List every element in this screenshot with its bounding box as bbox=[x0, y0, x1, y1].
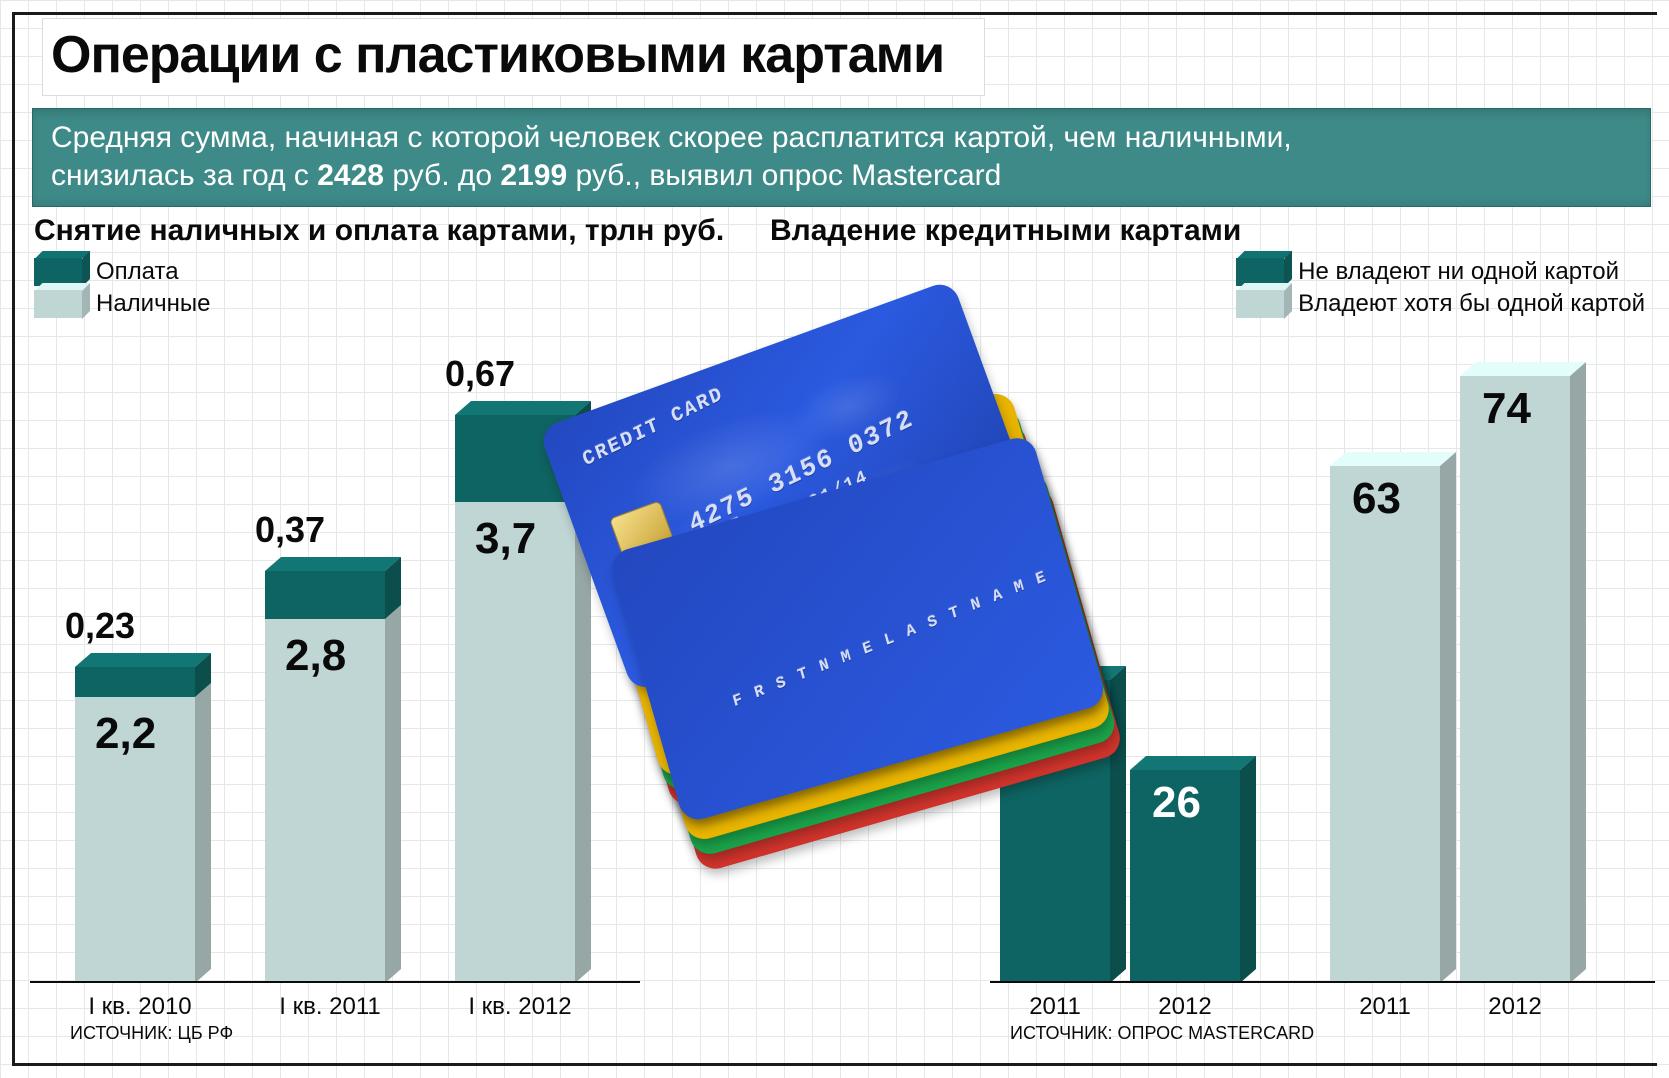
right-value-g1-0: 63 bbox=[1352, 474, 1401, 524]
credit-card-stack: CREDIT CARD 4275 3156 0372 5549 4325 01/… bbox=[531, 280, 1109, 819]
legend-label-noown: Не владеют ни одной картой bbox=[1298, 258, 1619, 286]
right-xlabel-g0-0: 2011 bbox=[1000, 993, 1110, 1021]
right-chart-title: Владение кредитными картами bbox=[770, 214, 1241, 248]
right-xlabel-g0-1: 2012 bbox=[1130, 993, 1240, 1021]
legend-swatch-payment bbox=[34, 258, 82, 286]
legend-swatch-noown bbox=[1236, 258, 1284, 286]
right-baseline bbox=[990, 981, 1655, 983]
legend-row-noown: Не владеют ни одной картой bbox=[1236, 258, 1645, 286]
right-xlabel-g1-1: 2012 bbox=[1460, 993, 1570, 1021]
page-title-box: Операции с пластиковыми картами bbox=[42, 18, 985, 96]
right-source: ИСТОЧНИК: ОПРОС MASTERCARD bbox=[1010, 1023, 1314, 1044]
right-bar-g1-1 bbox=[1460, 376, 1570, 983]
left-value-cash-2: 3,7 bbox=[475, 514, 536, 564]
subtitle-mid: руб. до bbox=[384, 159, 500, 192]
right-value-g1-1: 74 bbox=[1482, 384, 1531, 434]
left-value-payment-0: 0,23 bbox=[65, 605, 135, 647]
right-xlabel-g1-0: 2011 bbox=[1330, 993, 1440, 1021]
left-value-cash-0: 2,2 bbox=[95, 709, 156, 759]
left-bar-payment-0 bbox=[75, 667, 195, 697]
left-xlabel-2: I кв. 2012 bbox=[440, 993, 600, 1021]
left-source: ИСТОЧНИК: ЦБ РФ bbox=[70, 1023, 233, 1044]
left-bar-payment-1 bbox=[265, 571, 385, 619]
right-bar-g1-0 bbox=[1330, 466, 1440, 983]
subtitle-bold2: 2199 bbox=[500, 159, 567, 192]
left-chart-title: Снятие наличных и оплата картами, трлн р… bbox=[34, 214, 724, 248]
left-value-payment-2: 0,67 bbox=[445, 353, 515, 395]
left-xlabel-0: I кв. 2010 bbox=[60, 993, 220, 1021]
right-value-g0-1: 26 bbox=[1152, 778, 1201, 828]
legend-row-payment: Оплата bbox=[34, 258, 210, 286]
subtitle-pre2: снизилась за год с bbox=[51, 159, 317, 192]
left-baseline bbox=[30, 981, 640, 983]
left-value-cash-1: 2,8 bbox=[285, 631, 346, 681]
left-value-payment-1: 0,37 bbox=[255, 509, 325, 551]
left-xlabel-1: I кв. 2011 bbox=[250, 993, 410, 1021]
subtitle-line1: Средняя сумма, начиная с которой человек… bbox=[51, 121, 1292, 154]
page-title: Операции с пластиковыми картами bbox=[51, 25, 944, 85]
subtitle-bar: Средняя сумма, начиная с которой человек… bbox=[32, 108, 1651, 207]
subtitle-post: руб., выявил опрос Mastercard bbox=[567, 159, 1001, 192]
subtitle-bold1: 2428 bbox=[317, 159, 384, 192]
legend-label-payment: Оплата bbox=[96, 258, 179, 286]
